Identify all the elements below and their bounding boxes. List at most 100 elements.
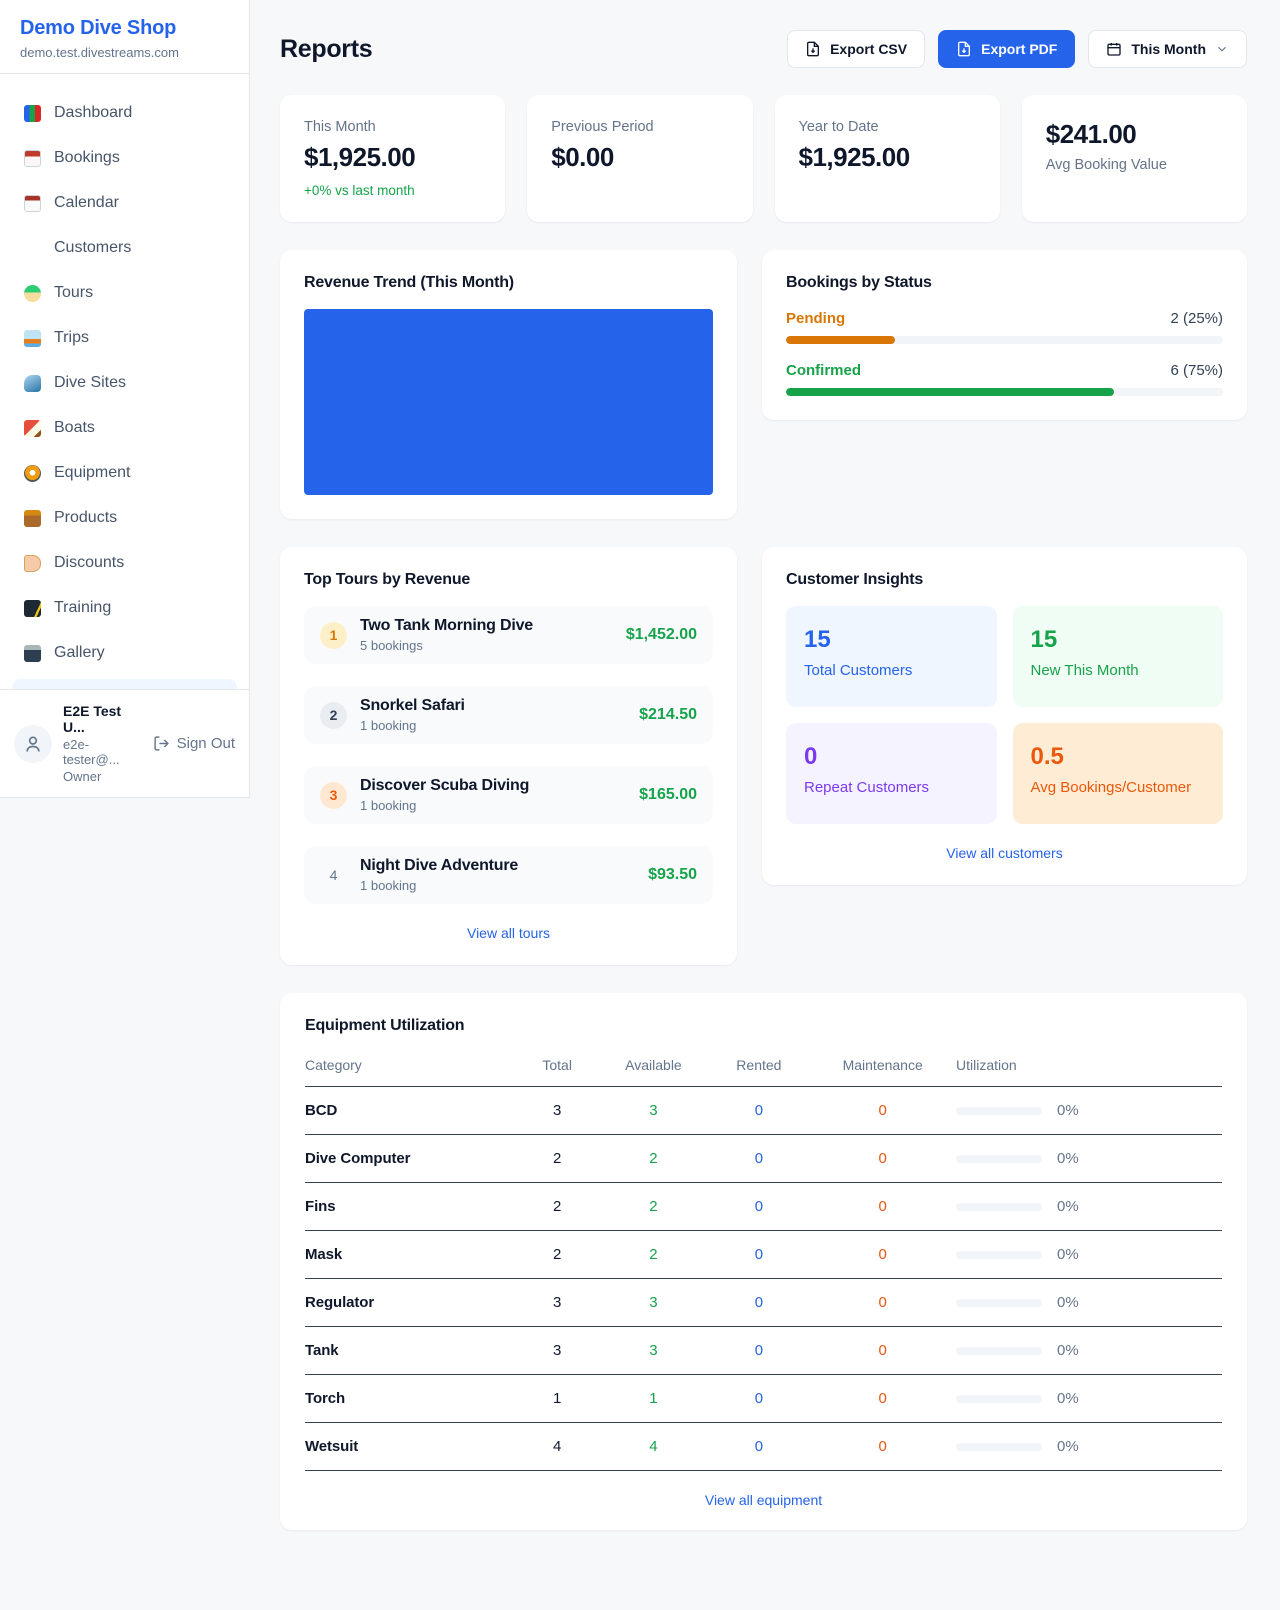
sidebar-item-label: Training bbox=[54, 599, 112, 616]
view-all-tours-link[interactable]: View all tours bbox=[466, 925, 550, 941]
utilization-bar bbox=[956, 1298, 1043, 1307]
sidebar-item-label: Boats bbox=[54, 419, 95, 436]
utilization-percent: 0% bbox=[1057, 1294, 1079, 1311]
equipment-rented: 0 bbox=[708, 1182, 810, 1231]
sidebar-item[interactable]: Boats bbox=[12, 410, 237, 446]
sidebar-item-label: Equipment bbox=[54, 464, 131, 481]
stat-label: Year to Date bbox=[798, 119, 879, 135]
list-item: 2 Snorkel Safari 1 booking $214.50 bbox=[304, 686, 713, 744]
sidebar-item[interactable]: Calendar bbox=[12, 185, 237, 221]
equipment-rented: 0 bbox=[708, 1422, 810, 1471]
equipment-available: 2 bbox=[598, 1134, 709, 1183]
insight-box: 0 Repeat Customers bbox=[786, 723, 997, 824]
insight-box: 15 Total Customers bbox=[786, 606, 997, 707]
utilization-bar bbox=[956, 1154, 1043, 1163]
equipment-available: 2 bbox=[598, 1230, 709, 1279]
tour-bookings: 1 booking bbox=[360, 798, 417, 813]
column-header: Category bbox=[305, 1049, 516, 1087]
sidebar-item[interactable]: Training bbox=[12, 590, 237, 626]
insights-row: Top Tours by Revenue 1 Two Tank Morning … bbox=[280, 547, 1247, 965]
utilization-percent: 0% bbox=[1057, 1246, 1079, 1263]
view-all-customers-link[interactable]: View all customers bbox=[946, 845, 1063, 861]
products-icon bbox=[24, 509, 41, 527]
tour-name: Night Dive Adventure bbox=[360, 857, 519, 874]
stat-card: Year to Date $1,925.00 bbox=[774, 95, 1000, 222]
sign-out-button[interactable]: Sign Out bbox=[153, 735, 235, 752]
equipment-maintenance: 0 bbox=[809, 1086, 957, 1135]
dive-sites-icon bbox=[24, 374, 41, 392]
sidebar-item[interactable]: Products bbox=[12, 500, 237, 536]
equipment-rented: 0 bbox=[708, 1134, 810, 1183]
column-header: Rented bbox=[708, 1049, 810, 1087]
status-progress-track bbox=[786, 336, 1223, 344]
column-header: Utilization bbox=[956, 1049, 1222, 1087]
insight-label: Avg Bookings/Customer bbox=[1030, 779, 1192, 796]
utilization-percent: 0% bbox=[1057, 1150, 1079, 1167]
tour-bookings: 5 bookings bbox=[360, 638, 423, 653]
status-count: 2 (25%) bbox=[1170, 310, 1223, 327]
status-count: 6 (75%) bbox=[1170, 362, 1223, 379]
utilization-bar bbox=[956, 1346, 1043, 1355]
export-csv-button[interactable]: Export CSV bbox=[787, 30, 926, 68]
table-row: Fins 2 2 0 0 0% bbox=[305, 1182, 1222, 1231]
file-download-icon bbox=[958, 41, 971, 57]
equipment-total: 4 bbox=[515, 1422, 599, 1471]
sidebar-item[interactable]: Dashboard bbox=[12, 95, 237, 131]
equipment-rented: 0 bbox=[708, 1374, 810, 1423]
shop-name: Demo Dive Shop bbox=[20, 17, 177, 39]
sidebar-item[interactable]: Tours bbox=[12, 275, 237, 311]
equipment-rented: 0 bbox=[708, 1278, 810, 1327]
sidebar-item-reports-partial[interactable] bbox=[12, 679, 237, 689]
stat-value: $1,925.00 bbox=[798, 142, 911, 172]
trips-icon bbox=[24, 329, 41, 347]
list-item: 4 Night Dive Adventure 1 booking $93.50 bbox=[304, 846, 713, 904]
user-info: E2E Test U... e2e-tester@... Owner bbox=[63, 703, 142, 784]
equipment-category: Wetsuit bbox=[305, 1422, 516, 1471]
insight-box: 15 New This Month bbox=[1012, 606, 1223, 707]
equipment-utilization-card: Equipment Utilization Category Total Ava… bbox=[280, 993, 1247, 1530]
person-icon bbox=[26, 736, 40, 752]
tour-name: Snorkel Safari bbox=[360, 697, 465, 714]
list-item: 1 Two Tank Morning Dive 5 bookings $1,45… bbox=[304, 606, 713, 664]
user-role: Owner bbox=[63, 769, 102, 784]
training-icon bbox=[24, 599, 41, 617]
utilization-bar bbox=[956, 1250, 1043, 1259]
tour-revenue: $93.50 bbox=[648, 866, 697, 883]
sidebar-item[interactable]: Trips bbox=[12, 320, 237, 356]
stat-card: This Month $1,925.00 +0% vs last month bbox=[280, 95, 506, 222]
equipment-category: Fins bbox=[305, 1182, 516, 1231]
insight-label: New This Month bbox=[1030, 662, 1139, 679]
sidebar-item[interactable]: Bookings bbox=[12, 140, 237, 176]
utilization-percent: 0% bbox=[1057, 1438, 1079, 1455]
table-row: Torch 1 1 0 0 0% bbox=[305, 1374, 1222, 1423]
sidebar-item[interactable]: Gallery bbox=[12, 635, 237, 671]
equipment-table: Category Total Available Rented Maintena… bbox=[305, 1049, 1222, 1471]
table-row: Regulator 3 3 0 0 0% bbox=[305, 1278, 1222, 1327]
sidebar-item-label: Dive Sites bbox=[54, 374, 127, 391]
sidebar-nav: Dashboard Bookings Calendar Customers To… bbox=[0, 74, 249, 689]
status-progress-track bbox=[786, 388, 1223, 396]
insight-box: 0.5 Avg Bookings/Customer bbox=[1012, 723, 1223, 824]
page-title: Reports bbox=[280, 34, 373, 63]
revenue-trend-chart bbox=[304, 309, 713, 495]
user-footer: E2E Test U... e2e-tester@... Owner Sign … bbox=[0, 689, 249, 797]
insight-value: 0.5 bbox=[1030, 743, 1064, 770]
equipment-rented: 0 bbox=[708, 1326, 810, 1375]
period-dropdown[interactable]: This Month bbox=[1088, 30, 1247, 68]
sidebar-item[interactable]: Equipment bbox=[12, 455, 237, 491]
sidebar-item[interactable]: Dive Sites bbox=[12, 365, 237, 401]
column-header: Available bbox=[598, 1049, 709, 1087]
sidebar-item-label: Bookings bbox=[54, 149, 120, 166]
sidebar-item[interactable]: Discounts bbox=[12, 545, 237, 581]
bookings-icon bbox=[24, 149, 41, 167]
equipment-category: BCD bbox=[305, 1086, 516, 1135]
sign-out-icon bbox=[154, 736, 169, 751]
export-pdf-button[interactable]: Export PDF bbox=[938, 30, 1076, 68]
equipment-category: Regulator bbox=[305, 1278, 516, 1327]
sidebar-item-label: Tours bbox=[54, 284, 94, 301]
utilization-bar bbox=[956, 1106, 1043, 1115]
gallery-icon bbox=[24, 644, 41, 662]
equipment-utilization-title: Equipment Utilization bbox=[305, 1017, 465, 1034]
view-all-equipment-link[interactable]: View all equipment bbox=[704, 1492, 823, 1508]
sidebar-item[interactable]: Customers bbox=[12, 230, 237, 266]
